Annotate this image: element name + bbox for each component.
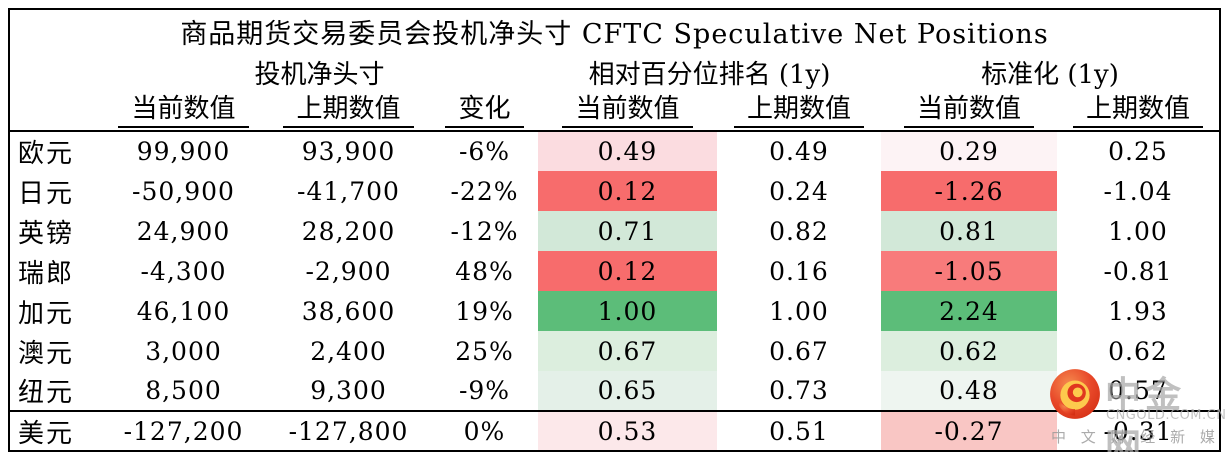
cell-pct-previous: 0.49 xyxy=(769,137,829,166)
cell-pct-current: 1.00 xyxy=(538,291,717,331)
table-row-cad: 加元 46,100 38,600 19% 1.00 1.00 2.24 1.93 xyxy=(9,291,1220,331)
subheader-row: 当前数值 上期数值 变化 当前数值 上期数值 当前数值 上期数值 xyxy=(9,92,1220,132)
cell-change: -22% xyxy=(450,176,519,206)
subheader-spec-previous: 上期数值 xyxy=(266,92,431,132)
cell-pct-previous: 0.51 xyxy=(717,410,881,451)
cell-pct-previous: 0.24 xyxy=(769,176,829,206)
table-row-usd: 美元 -127,200 -127,800 0% 0.53 0.51 -0.27 … xyxy=(9,410,1220,451)
cell-spec-current: -127,200 xyxy=(101,410,266,451)
cell-pct-current: 0.67 xyxy=(538,331,717,371)
cftc-table: 商品期货交易委员会投机净头寸 CFTC Speculative Net Posi… xyxy=(8,8,1221,452)
cell-spec-previous: 38,600 xyxy=(301,296,396,326)
table-row-chf: 瑞郎 -4,300 -2,900 48% 0.12 0.16 -1.05 -0.… xyxy=(9,251,1220,291)
subheader-spacer xyxy=(9,92,101,132)
cell-change: -12% xyxy=(450,216,519,246)
cell-change: 25% xyxy=(455,336,514,366)
cell-spec-previous: 28,200 xyxy=(301,216,396,246)
cell-spec-previous: 2,400 xyxy=(310,336,387,366)
table-row-nzd: 纽元 8,500 9,300 -9% 0.65 0.73 0.48 0.57 xyxy=(9,371,1220,411)
row-label: 美元 xyxy=(9,410,101,451)
subheader-std-current: 当前数值 xyxy=(881,92,1057,132)
cell-pct-previous: 0.73 xyxy=(769,376,829,405)
cell-spec-previous: 93,900 xyxy=(301,137,396,166)
row-label: 纽元 xyxy=(18,378,75,408)
subheader-change: 变化 xyxy=(431,92,538,132)
cell-pct-previous: 0.16 xyxy=(769,256,829,286)
group-relative-percentile-1y: 相对百分位排名 (1y) xyxy=(588,59,831,90)
group-standardized-1y: 标准化 (1y) xyxy=(981,59,1119,90)
cell-spec-current: -50,900 xyxy=(132,176,235,206)
subheader-std-previous: 上期数值 xyxy=(1057,92,1220,132)
group-speculative-net-positions: 投机净头寸 xyxy=(254,59,385,90)
cell-spec-current: 46,100 xyxy=(136,296,231,326)
cell-pct-current: 0.12 xyxy=(538,251,717,291)
cell-std-current: 0.29 xyxy=(881,131,1057,171)
table-title: 商品期货交易委员会投机净头寸 CFTC Speculative Net Posi… xyxy=(180,18,1049,50)
cell-std-current: 0.62 xyxy=(881,331,1057,371)
subheader-pct-current: 当前数值 xyxy=(538,92,717,132)
cell-std-previous: -0.81 xyxy=(1103,256,1173,286)
cell-std-current: 0.81 xyxy=(881,211,1057,251)
cell-pct-current: 0.65 xyxy=(538,371,717,411)
cell-pct-current: 0.49 xyxy=(538,131,717,171)
cell-pct-current: 0.71 xyxy=(538,211,717,251)
cell-spec-previous: -41,700 xyxy=(297,176,400,206)
table-row-gbp: 英镑 24,900 28,200 -12% 0.71 0.82 0.81 1.0… xyxy=(9,211,1220,251)
row-label: 澳元 xyxy=(18,338,75,369)
cell-std-current: -1.05 xyxy=(881,251,1057,291)
row-label: 日元 xyxy=(18,178,75,209)
table-row-aud: 澳元 3,000 2,400 25% 0.67 0.67 0.62 0.62 xyxy=(9,331,1220,371)
cell-spec-current: -4,300 xyxy=(140,256,227,286)
cell-change: 48% xyxy=(455,256,514,286)
cell-spec-current: 8,500 xyxy=(145,376,222,405)
cell-spec-previous: -127,800 xyxy=(266,410,431,451)
row-label: 加元 xyxy=(18,298,75,329)
subheader-pct-previous: 上期数值 xyxy=(717,92,881,132)
cell-change: 0% xyxy=(431,410,538,451)
cell-std-current: 2.24 xyxy=(881,291,1057,331)
cell-std-previous: -1.04 xyxy=(1103,176,1173,206)
group-spacer xyxy=(9,52,101,92)
table-title-row: 商品期货交易委员会投机净头寸 CFTC Speculative Net Posi… xyxy=(9,9,1220,52)
cell-change: -9% xyxy=(458,376,511,405)
cell-std-previous: 0.25 xyxy=(1108,137,1168,166)
subheader-spec-current: 当前数值 xyxy=(101,92,266,132)
cell-std-previous: -0.31 xyxy=(1057,410,1220,451)
table-row-eur: 欧元 99,900 93,900 -6% 0.49 0.49 0.29 0.25 xyxy=(9,131,1220,171)
cell-change: 19% xyxy=(455,296,514,326)
cell-std-previous: 0.62 xyxy=(1108,336,1168,366)
cell-spec-current: 3,000 xyxy=(145,336,222,366)
cell-spec-previous: 9,300 xyxy=(310,376,387,405)
cell-std-previous: 0.57 xyxy=(1108,376,1168,405)
cell-change: -6% xyxy=(458,137,511,166)
cell-spec-current: 99,900 xyxy=(136,137,231,166)
cell-std-current: 0.48 xyxy=(881,371,1057,411)
cell-std-previous: 1.93 xyxy=(1108,296,1168,326)
cell-spec-current: 24,900 xyxy=(136,216,231,246)
table-row-jpy: 日元 -50,900 -41,700 -22% 0.12 0.24 -1.26 … xyxy=(9,171,1220,211)
cell-std-current: -1.26 xyxy=(881,171,1057,211)
cell-std-previous: 1.00 xyxy=(1108,216,1168,246)
cell-pct-previous: 0.82 xyxy=(769,216,829,246)
cell-pct-previous: 1.00 xyxy=(769,296,829,326)
row-label: 欧元 xyxy=(18,139,75,169)
row-label: 英镑 xyxy=(18,218,75,249)
cell-pct-current: 0.53 xyxy=(538,410,717,451)
cell-std-current: -0.27 xyxy=(881,410,1057,451)
cell-pct-current: 0.12 xyxy=(538,171,717,211)
row-label: 瑞郎 xyxy=(18,258,75,289)
column-group-row: 投机净头寸 相对百分位排名 (1y) 标准化 (1y) xyxy=(9,52,1220,92)
cell-spec-previous: -2,900 xyxy=(305,256,392,286)
cell-pct-previous: 0.67 xyxy=(769,336,829,366)
